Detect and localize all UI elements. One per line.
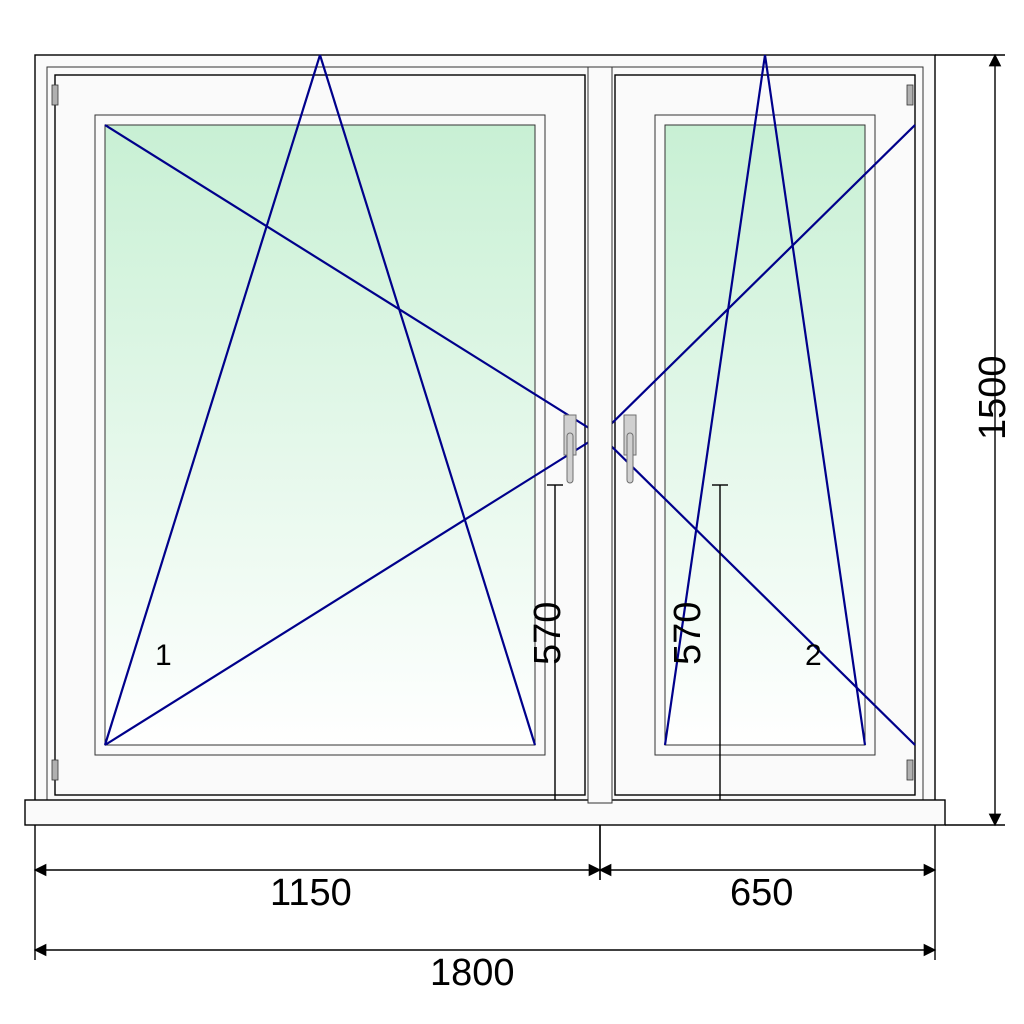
dim-bottom-seg-text-1: 650 bbox=[730, 872, 793, 914]
handle-dim-1: 570 bbox=[527, 602, 569, 665]
hinge-1-0 bbox=[52, 85, 58, 105]
dim-bottom-total-text: 1800 bbox=[430, 952, 515, 994]
sash-label-1: 1 bbox=[155, 639, 172, 672]
mullion bbox=[588, 67, 612, 803]
sash-label-2: 2 bbox=[805, 639, 822, 672]
handle-dim-2: 570 bbox=[667, 602, 709, 665]
dim-bottom-seg-text-0: 1150 bbox=[270, 872, 352, 914]
handle-lever-2 bbox=[627, 433, 633, 483]
dim-right-total-text: 1500 bbox=[972, 355, 1014, 440]
handle-lever-1 bbox=[567, 433, 573, 483]
hinge-2-0 bbox=[907, 85, 913, 105]
hinge-2-1 bbox=[907, 760, 913, 780]
sill bbox=[25, 800, 945, 825]
hinge-1-1 bbox=[52, 760, 58, 780]
window-technical-drawing: 1 570 2 570 1150 650 1800 1500 bbox=[0, 0, 1024, 1024]
